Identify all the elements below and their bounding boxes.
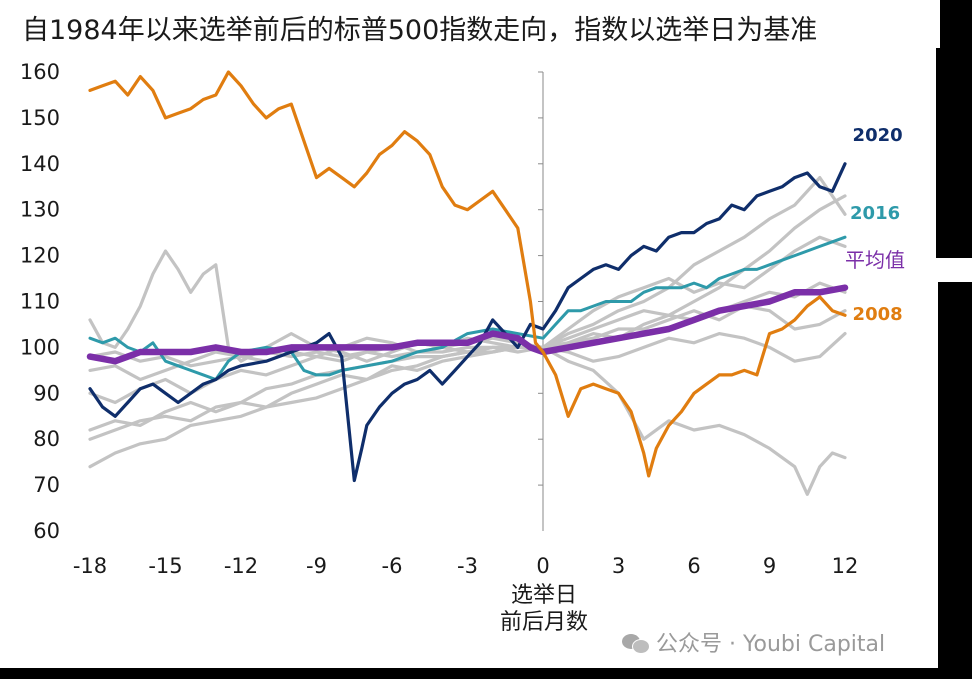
x-tick-label: -9 [306,554,327,578]
watermark-text: 公众号 · Youbi Capital [656,632,886,657]
series-line-s2016 [88,235,847,381]
x-tick-label: -15 [148,554,182,578]
series-label-avg: 平均值 [845,248,905,272]
series-label-s2008: 2008 [853,304,903,325]
y-tick-label: 160 [20,60,60,84]
x-tick-label: 0 [536,554,549,578]
y-tick-label: 140 [20,152,60,176]
watermark: 公众号 · Youbi Capital [622,626,885,658]
y-tick-label: 80 [33,427,60,451]
y-tick-label: 90 [33,381,60,405]
series-label-s2016: 2016 [850,203,900,224]
chart-title: 自1984年以来选举前后的标普500指数走向，指数以选举日为基准 [22,15,818,46]
frame-edge-mid [936,48,972,258]
x-tick-label: -18 [73,554,107,578]
x-tick-label: -6 [382,554,403,578]
series-line-s2008 [88,70,847,478]
series-line-gray [88,235,847,368]
x-axis-label-line2: 前后月数 [499,610,588,635]
frame-edge-bottom [0,668,972,679]
series-line-avg [86,284,849,365]
frame-edge-bottom-right [938,282,972,679]
y-tick-label: 60 [33,519,60,543]
series-line-gray [88,304,847,441]
y-tick-label: 150 [20,106,60,130]
y-tick-label: 100 [20,335,60,359]
x-axis-label: 选举日 前后月数 [460,582,628,636]
series-line-s2020 [88,162,847,483]
y-tick-label: 130 [20,198,60,222]
y-tick-label: 70 [33,473,60,497]
x-tick-label: -3 [457,554,478,578]
y-tick-label: 110 [20,290,60,314]
frame-edge-top [940,0,972,48]
x-tick-label: 6 [687,554,700,578]
x-tick-label: 12 [832,554,859,578]
x-axis-label-line1: 选举日 [510,583,577,608]
series-line-gray [88,176,847,469]
x-tick-label: 3 [612,554,625,578]
series-line-gray [88,249,847,496]
x-tick-label: 9 [763,554,776,578]
wechat-icon [622,634,650,654]
x-tick-label: -12 [224,554,258,578]
y-tick-label: 120 [20,244,60,268]
series-label-s2020: 2020 [853,125,903,146]
